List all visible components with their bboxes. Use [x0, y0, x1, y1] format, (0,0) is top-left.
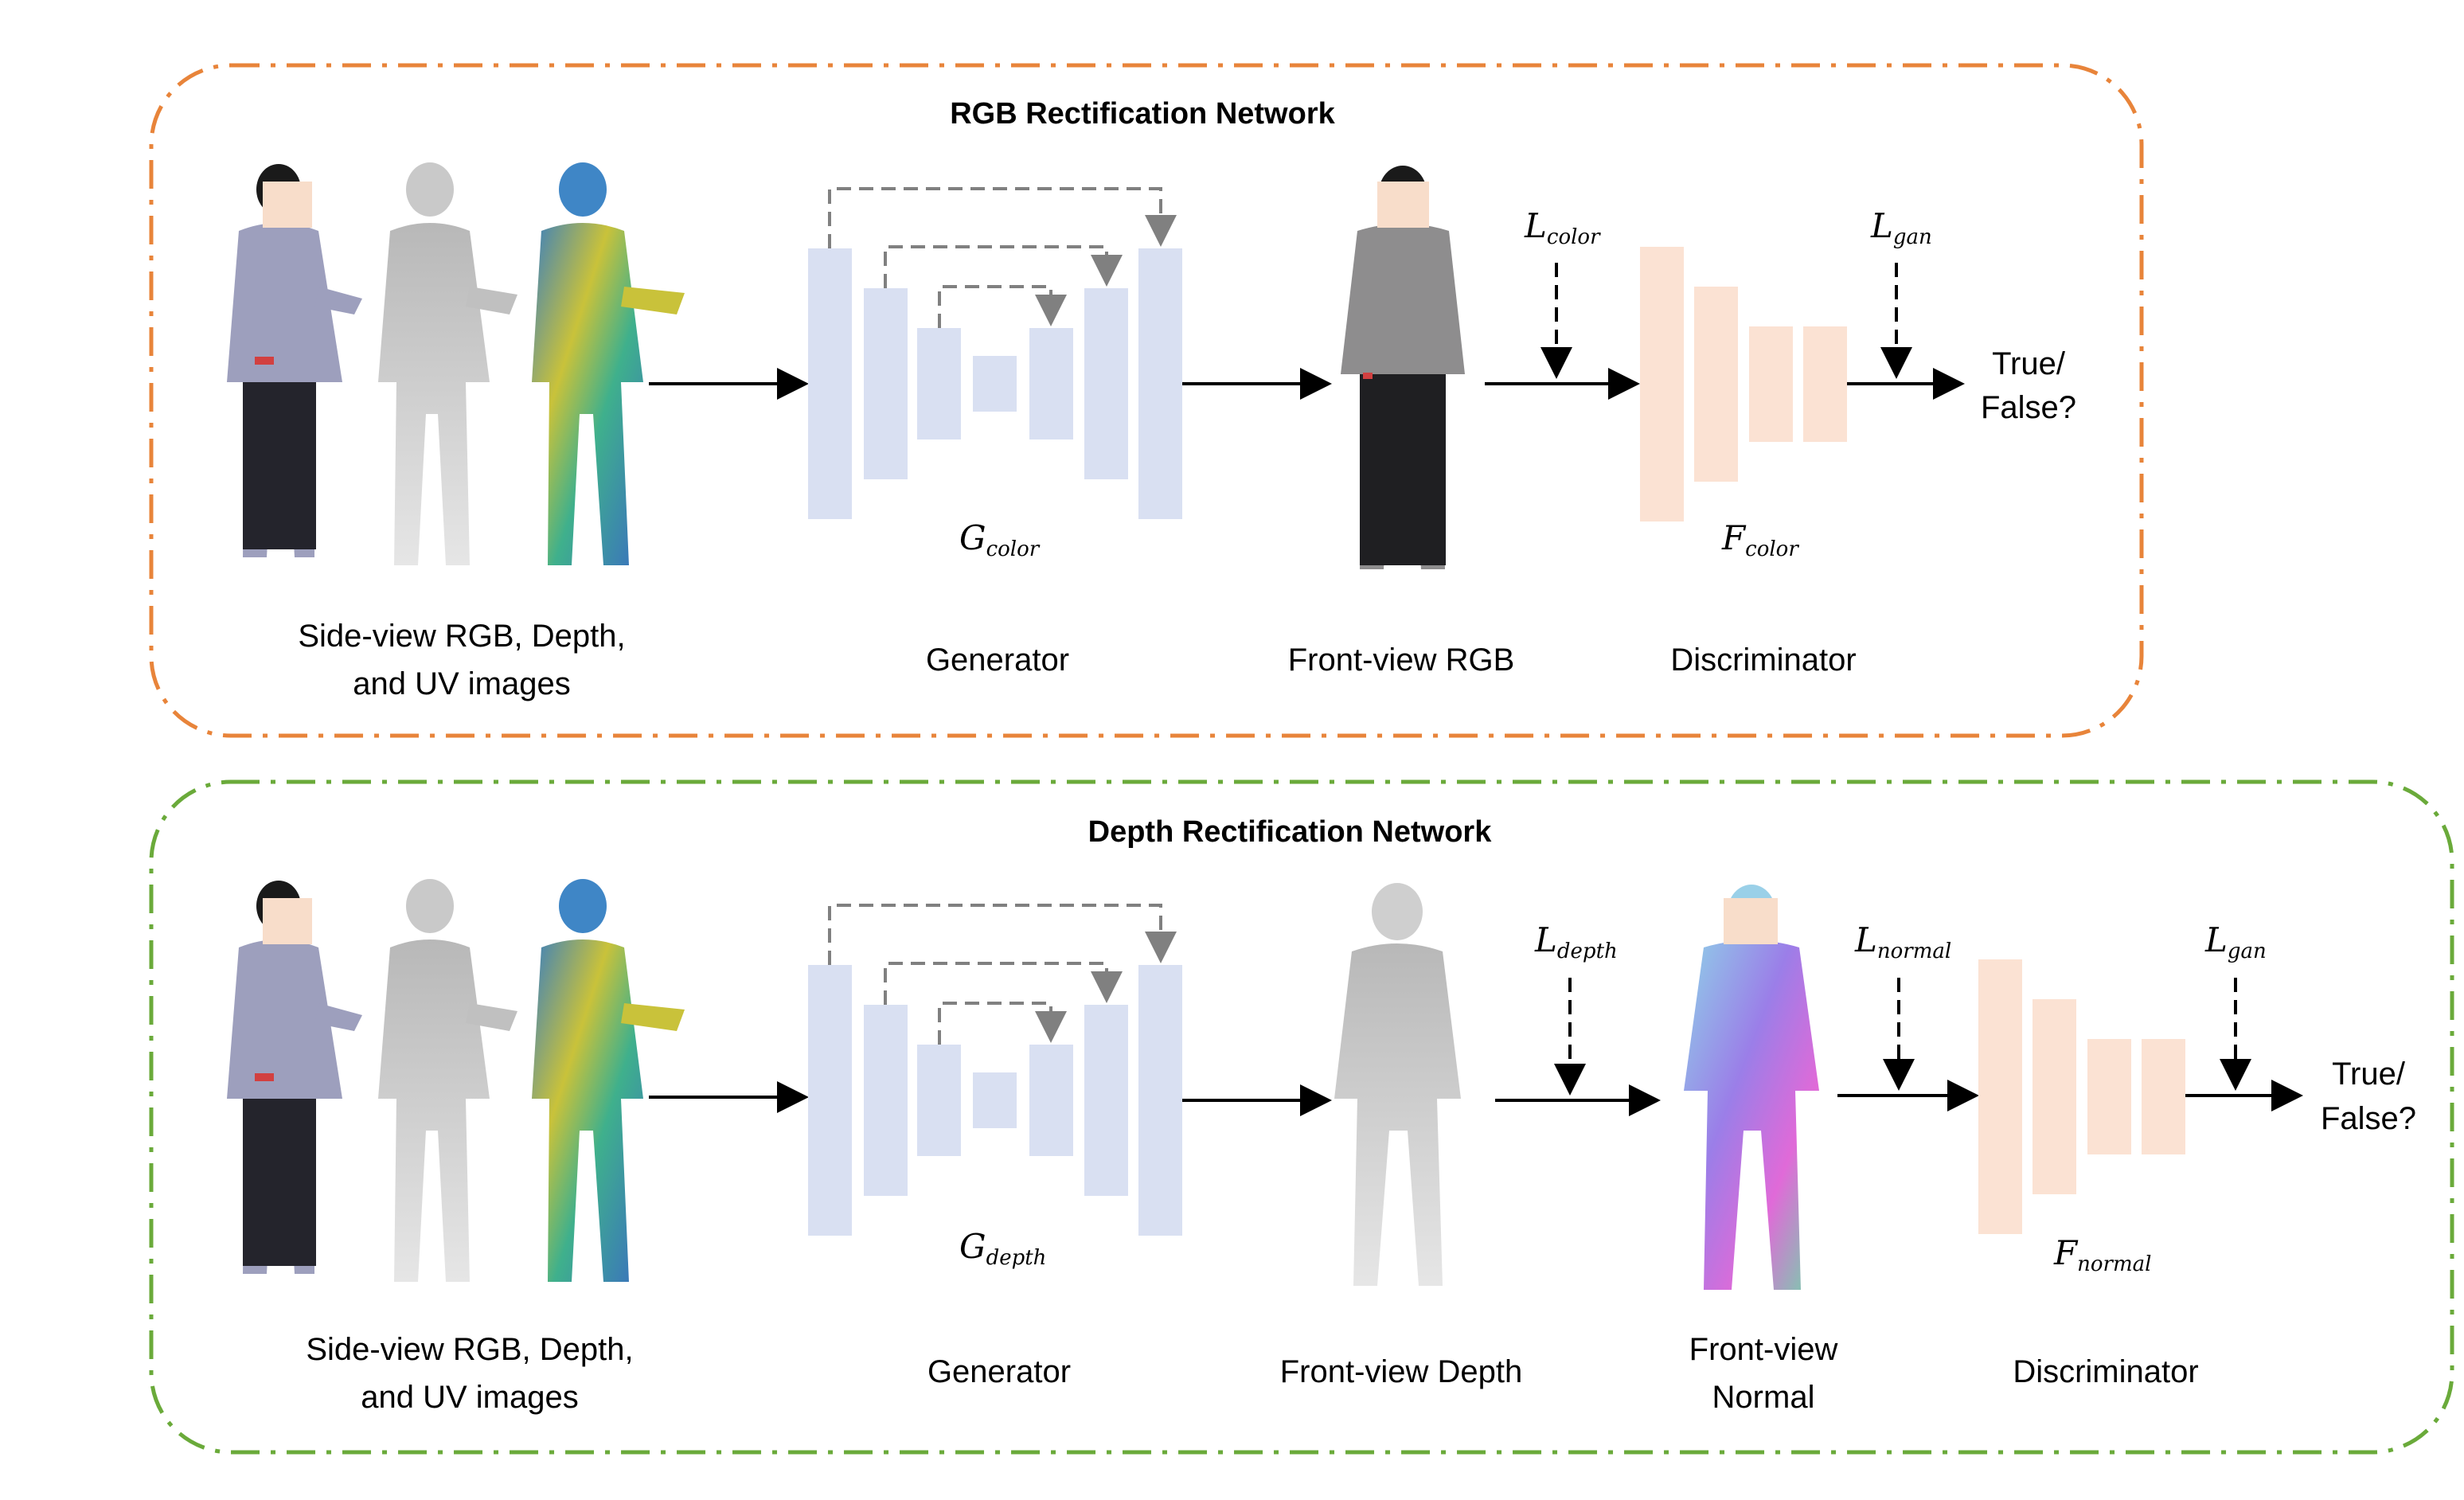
side-view-uv-figure: [532, 162, 685, 565]
result-line2: False?: [2321, 1101, 2416, 1136]
discriminator: [1640, 247, 1847, 521]
panel-title: Depth Rectification Network: [1088, 815, 1493, 849]
output-label: Front-view RGB: [1288, 643, 1515, 678]
skip-connection-1: [828, 904, 1177, 965]
encoder-block-1: [808, 965, 852, 1236]
side-view-uv-figure: [532, 879, 685, 1282]
disc-block-3: [1749, 326, 1793, 442]
generator-label: Generator: [926, 643, 1069, 678]
decoder-block-2: [1084, 1005, 1128, 1196]
front-view-depth-figure: [1334, 883, 1461, 1286]
input-label-line2: and UV images: [353, 666, 570, 701]
generator-symbol: Gdepth: [959, 1227, 1046, 1270]
encoder-block-1: [808, 248, 852, 519]
discriminator-symbol: Fcolor: [1721, 518, 1799, 561]
input-images: [227, 162, 685, 565]
result-line1: True/: [1992, 346, 2066, 381]
disc-block-4: [1803, 326, 1847, 442]
encoder-block-2: [864, 1005, 908, 1196]
face-mask: [1377, 182, 1429, 228]
input-label-line2: and UV images: [361, 1380, 578, 1415]
decoder-block-2: [1084, 288, 1128, 479]
loss-gan-symbol: Lgan: [1870, 206, 1932, 249]
output-label: Front-view Depth: [1280, 1354, 1523, 1389]
loss-normal-symbol: Lnormal: [1854, 920, 1951, 963]
disc-block-4: [2142, 1039, 2185, 1154]
front-view-rgb-figure: [1341, 166, 1465, 569]
depth-rectification-panel: Depth Rectification Network Side-vi: [149, 779, 2454, 1455]
panel-border: [149, 63, 2144, 738]
side-view-depth-figure: [378, 162, 517, 565]
loss-gan-symbol: Lgan: [2204, 920, 2267, 963]
result-line2: False?: [1981, 390, 2076, 425]
face-mask: [1724, 898, 1778, 944]
generator-unet: [808, 904, 1182, 1236]
encoder-block-3: [917, 328, 961, 439]
encoder-block-3: [917, 1045, 961, 1156]
normal-label-line1: Front-view: [1689, 1332, 1838, 1367]
disc-block-2: [1694, 287, 1738, 482]
disc-block-3: [2087, 1039, 2131, 1154]
loss-depth-symbol: Ldepth: [1534, 920, 1618, 963]
disc-block-2: [2033, 999, 2076, 1194]
bottleneck-block: [973, 356, 1017, 412]
discriminator: [1978, 959, 2185, 1234]
decoder-block-1: [1138, 248, 1182, 519]
rgb-rectification-panel: RGB Rectification Network Side: [149, 63, 2144, 738]
front-view-normal-figure: [1684, 885, 1819, 1290]
input-images: [227, 879, 685, 1282]
discriminator-label: Discriminator: [2013, 1354, 2198, 1389]
decoder-block-3: [1029, 1045, 1073, 1156]
face-mask: [263, 898, 312, 944]
disc-block-1: [1978, 959, 2022, 1234]
input-label-line1: Side-view RGB, Depth,: [298, 619, 625, 654]
side-view-rgb-figure: [227, 881, 362, 1274]
disc-block-1: [1640, 247, 1684, 521]
skip-connection-2: [884, 245, 1123, 288]
side-view-rgb-figure: [227, 164, 362, 557]
input-label-line1: Side-view RGB, Depth,: [306, 1332, 633, 1367]
skip-connection-2: [884, 962, 1123, 1005]
discriminator-symbol: Fnormal: [2053, 1233, 2151, 1276]
panel-border: [149, 779, 2454, 1455]
side-view-depth-figure: [378, 879, 517, 1282]
normal-label-line2: Normal: [1712, 1380, 1815, 1415]
decoder-block-3: [1029, 328, 1073, 439]
panel-title: RGB Rectification Network: [950, 97, 1335, 131]
loss-color-symbol: Lcolor: [1524, 206, 1601, 249]
skip-connection-3: [938, 285, 1067, 328]
generator-label: Generator: [927, 1354, 1071, 1389]
skip-connection-1: [828, 187, 1177, 248]
bottleneck-block: [973, 1072, 1017, 1128]
face-mask: [263, 182, 312, 228]
skip-connection-3: [938, 1002, 1067, 1045]
encoder-block-2: [864, 288, 908, 479]
generator-unet: [808, 187, 1182, 519]
discriminator-label: Discriminator: [1670, 643, 1856, 678]
result-line1: True/: [2332, 1057, 2406, 1092]
decoder-block-1: [1138, 965, 1182, 1236]
generator-symbol: Gcolor: [959, 518, 1041, 561]
